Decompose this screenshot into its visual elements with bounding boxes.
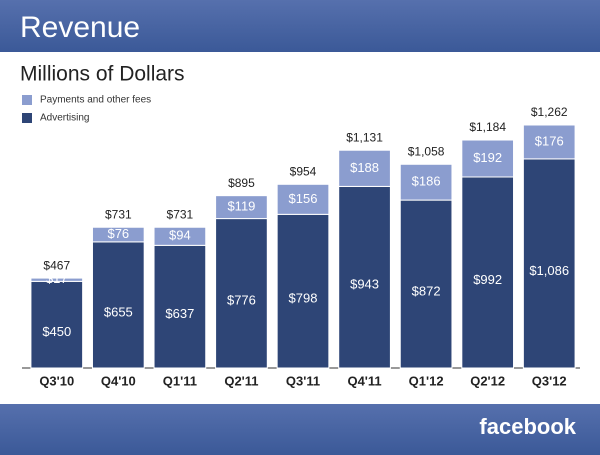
chart-subtitle: Millions of Dollars [20,63,185,86]
legend-label: Advertising [40,113,89,124]
segment-label: $17 [46,271,68,286]
total-label: $467 [43,258,70,272]
total-label: $731 [167,207,194,221]
total-label: $1,262 [531,105,568,119]
total-label: $895 [228,176,255,190]
chart-title: Revenue [20,11,140,44]
x-tick-label: Q1'12 [409,373,444,388]
bar-segment [461,139,515,178]
bar-segment [522,158,576,369]
segment-label: $186 [412,174,441,189]
x-tick-label: Q3'10 [39,373,74,388]
segment-label: $192 [473,150,502,165]
total-label: $1,131 [346,130,383,144]
segment-label: $176 [535,133,564,148]
x-tick-label: Q4'10 [101,373,136,388]
x-tick-label: Q1'11 [163,373,197,388]
bar-segment [153,244,207,369]
legend-swatch [22,113,32,123]
footer-band [0,404,600,455]
legend-swatch [22,95,32,105]
bar-segment [153,226,207,246]
x-tick-label: Q2'11 [224,373,258,388]
segment-label: $992 [473,272,502,287]
segment-label: $450 [42,324,71,339]
bar-segment [338,185,391,369]
segment-label: $943 [350,277,379,292]
bar-segment [215,195,268,220]
segment-label: $76 [107,226,129,241]
bar-segment [461,176,515,369]
bar-segment [30,277,84,282]
bar-segment [91,241,145,369]
segment-label: $655 [104,304,133,319]
bar-segment [338,149,391,187]
segment-label: $776 [227,293,256,308]
segment-label: $1,086 [529,263,569,278]
total-label: $731 [105,207,132,221]
total-label: $1,184 [469,120,506,134]
logo: facebook [479,414,576,439]
x-tick-label: Q4'11 [347,373,381,388]
total-label: $954 [290,164,317,178]
segment-label: $156 [289,191,318,206]
total-label: $1,058 [408,144,445,158]
header-band [0,0,600,52]
bar-segment [91,226,145,243]
x-tick-label: Q2'12 [470,373,505,388]
bar-segment [30,280,84,369]
segment-label: $188 [350,160,379,175]
x-tick-label: Q3'11 [286,373,320,388]
segment-label: $94 [169,228,191,243]
segment-label: $872 [412,283,441,298]
segment-label: $798 [289,291,318,306]
segment-label: $637 [165,306,194,321]
bar-segment [522,124,576,160]
bar-segment [276,183,330,215]
x-tick-label: Q3'12 [532,373,567,388]
bar-segment [399,163,453,201]
legend-label: Payments and other fees [40,95,151,106]
segment-label: $119 [227,199,255,214]
bar-segment [215,218,268,369]
